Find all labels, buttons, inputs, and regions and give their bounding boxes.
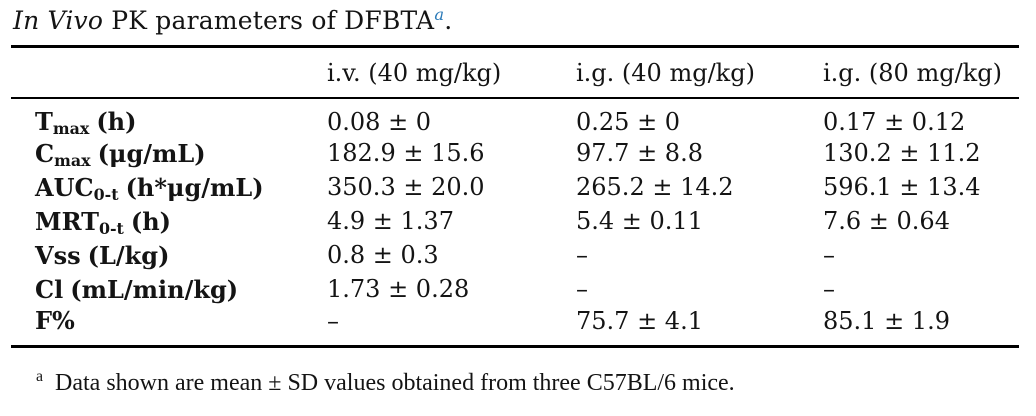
value-cell-iv-40: 0.08 ± 0 xyxy=(327,107,432,136)
param-subscript: 0-t xyxy=(98,218,124,238)
footnote-marker: a xyxy=(36,368,44,386)
value-cell-ig-80: 7.6 ± 0.64 xyxy=(823,207,950,235)
value-cell-ig-80: – xyxy=(823,275,835,303)
value-cell-ig-40: 97.7 ± 8.8 xyxy=(576,139,703,167)
table-row: Tmax (h) 0.08 ± 0 0.25 ± 0 0.17 ± 0.12 xyxy=(11,98,1019,139)
value-cell-ig-40: 265.2 ± 14.2 xyxy=(576,173,734,201)
param-label: Cmax (μg/mL) xyxy=(11,136,327,170)
param-base: F% xyxy=(35,306,75,335)
value-cell-iv-40: 4.9 ± 1.37 xyxy=(327,207,454,235)
param-subscript: max xyxy=(52,119,90,139)
page-title: In Vivo PK parameters of DFBTAa. xyxy=(13,5,453,35)
param-unit: (h) xyxy=(96,107,137,136)
param-base: MRT xyxy=(35,206,99,236)
param-label: MRT0-t (h) xyxy=(11,204,327,238)
value-cell-iv-40: 1.73 ± 0.28 xyxy=(327,275,470,303)
column-header-iv-40: i.v. (40 mg/kg) xyxy=(327,46,576,99)
footnote-text: Data shown are mean ± SD values obtained… xyxy=(55,370,735,396)
table-row: F% – 75.7 ± 4.1 85.1 ± 1.9 xyxy=(11,306,1019,347)
param-unit: (L/kg) xyxy=(87,240,170,270)
param-label: Tmax (h) xyxy=(11,98,327,139)
column-header-ig-80: i.g. (80 mg/kg) xyxy=(823,46,1019,99)
param-label: Cl (mL/min/kg) xyxy=(11,272,327,306)
value-cell-ig-80: 596.1 ± 13.4 xyxy=(823,173,981,201)
value-cell-ig-80: – xyxy=(823,241,835,269)
header-empty-cell xyxy=(11,46,327,99)
value-cell-iv-40: 0.8 ± 0.3 xyxy=(327,241,439,269)
table-row: MRT0-t (h) 4.9 ± 1.37 5.4 ± 0.11 7.6 ± 0.… xyxy=(11,204,1019,238)
value-cell-ig-80: 85.1 ± 1.9 xyxy=(823,306,950,335)
table-row: AUC0-t (h*μg/mL) 350.3 ± 20.0 265.2 ± 14.… xyxy=(11,170,1019,204)
title-footnote-link[interactable]: a xyxy=(434,5,445,25)
value-cell-iv-40: 182.9 ± 15.6 xyxy=(327,139,485,167)
value-cell-ig-80: 0.17 ± 0.12 xyxy=(823,107,966,136)
param-base: Vss xyxy=(35,240,81,270)
value-cell-ig-40: – xyxy=(576,275,588,303)
value-cell-ig-40: 0.25 ± 0 xyxy=(576,107,681,136)
param-unit: (mL/min/kg) xyxy=(70,274,239,304)
value-cell-iv-40: – xyxy=(327,306,339,335)
param-base: C xyxy=(35,138,55,168)
column-header-ig-40: i.g. (40 mg/kg) xyxy=(576,46,823,99)
param-label: Vss (L/kg) xyxy=(11,238,327,272)
table-row: Cmax (μg/mL) 182.9 ± 15.6 97.7 ± 8.8 130.… xyxy=(11,136,1019,170)
param-base: Cl xyxy=(35,274,64,304)
footnote: a Data shown are mean ± SD values obtaine… xyxy=(36,368,735,397)
param-unit: (h*μg/mL) xyxy=(125,172,264,202)
value-cell-ig-80: 130.2 ± 11.2 xyxy=(823,139,981,167)
title-period: . xyxy=(444,6,453,35)
param-label: F% xyxy=(11,306,327,347)
param-subscript: 0-t xyxy=(93,184,119,204)
value-cell-ig-40: 75.7 ± 4.1 xyxy=(576,306,703,335)
title-italic-part: In Vivo xyxy=(13,6,104,35)
header-row: i.v. (40 mg/kg) i.g. (40 mg/kg) i.g. (80… xyxy=(11,46,1019,99)
table-row: Cl (mL/min/kg) 1.73 ± 0.28 – – xyxy=(11,272,1019,306)
param-base: AUC xyxy=(35,172,94,202)
pk-parameters-table: i.v. (40 mg/kg) i.g. (40 mg/kg) i.g. (80… xyxy=(11,45,1019,348)
value-cell-iv-40: 350.3 ± 20.0 xyxy=(327,173,485,201)
param-unit: (h) xyxy=(130,206,172,236)
param-unit: (μg/mL) xyxy=(97,138,206,168)
title-rest: PK parameters of DFBTA xyxy=(103,6,435,35)
value-cell-ig-40: – xyxy=(576,241,588,269)
param-base: T xyxy=(35,107,53,136)
table-row: Vss (L/kg) 0.8 ± 0.3 – – xyxy=(11,238,1019,272)
param-subscript: max xyxy=(54,150,91,170)
value-cell-ig-40: 5.4 ± 0.11 xyxy=(576,207,703,235)
param-label: AUC0-t (h*μg/mL) xyxy=(11,170,327,204)
